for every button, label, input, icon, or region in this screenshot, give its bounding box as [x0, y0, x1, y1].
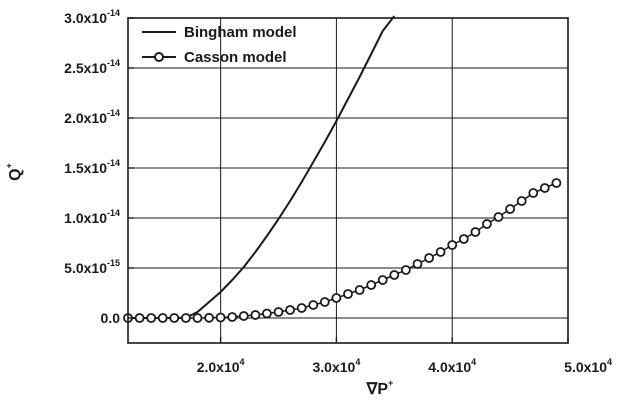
legend-marker-casson [154, 52, 164, 62]
data-point-casson [551, 178, 562, 188]
legend: Bingham model Casson model [142, 24, 297, 66]
series-line-casson [128, 182, 557, 319]
data-point-casson [261, 308, 272, 319]
y-tick-label: 1.5x10-14 [64, 158, 120, 176]
ticks [128, 17, 569, 343]
data-point-casson [146, 313, 157, 323]
y-tick-label: 1.0x10-14 [64, 208, 120, 226]
data-point-casson [204, 312, 215, 323]
y-tick-label: 2.0x10-14 [64, 108, 120, 126]
data-point-casson [505, 204, 516, 214]
data-point-casson [366, 280, 377, 290]
data-point-casson [343, 289, 353, 299]
data-point-casson [470, 227, 481, 237]
data-point-casson [435, 247, 446, 257]
x-tick-label: 5.0x104 [564, 357, 612, 375]
data-point-casson [516, 196, 527, 206]
x-tick-label: 4.0x104 [428, 357, 476, 375]
plot-frame [127, 17, 569, 344]
data-point-casson [400, 265, 411, 275]
data-point-casson [238, 311, 249, 321]
data-point-casson [273, 307, 284, 317]
data-point-casson [296, 303, 307, 313]
data-point-casson [481, 219, 492, 229]
data-point-casson [412, 259, 423, 269]
data-point-casson [458, 234, 469, 244]
x-tick-label: 2.0x104 [197, 357, 245, 375]
data-point-casson [331, 293, 342, 303]
data-point-casson [180, 313, 191, 323]
data-point-casson [169, 313, 180, 323]
data-point-casson [134, 313, 145, 323]
data-point-casson [227, 312, 238, 322]
data-point-casson [389, 270, 400, 280]
y-tick-label: 5.0x10-15 [64, 258, 120, 276]
data-point-casson [424, 253, 435, 263]
data-point-casson [354, 285, 365, 295]
y-tick-label: 0.0 [101, 310, 121, 326]
data-point-casson [157, 313, 168, 323]
data-point-casson [250, 310, 261, 320]
data-point-casson [285, 305, 296, 315]
data-point-casson [447, 240, 458, 250]
legend-label-casson: Casson model [184, 49, 287, 66]
data-point-casson [192, 313, 203, 323]
data-point-casson [377, 275, 388, 285]
data-point-casson [539, 183, 550, 193]
x-axis-label: ∇P+ [366, 378, 394, 398]
series-line-bingham [128, 15, 396, 319]
y-tick-label: 3.0x10-14 [64, 8, 120, 26]
tick-labels: 2.0x104 3.0x104 4.0x104 5.0x104 0.0 5.0x10-15… [64, 8, 612, 375]
y-axis-label: Q+ [4, 163, 24, 181]
y-tick-label: 2.5x10-14 [64, 58, 120, 76]
legend-label-bingham: Bingham model [184, 24, 297, 41]
x-tick-label: 3.0x104 [312, 357, 360, 375]
data-point-casson [215, 312, 226, 323]
data-point-casson [493, 212, 504, 222]
data-point-casson [319, 297, 330, 307]
data-point-casson [308, 300, 319, 310]
series-layer [123, 15, 562, 323]
data-point-casson [528, 188, 539, 198]
